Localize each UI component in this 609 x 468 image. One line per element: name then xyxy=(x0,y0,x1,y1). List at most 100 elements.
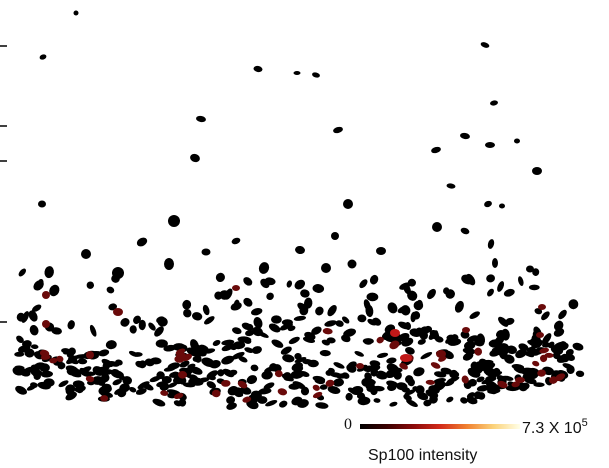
colorbar-min-label: 0 xyxy=(344,416,352,433)
nucleus xyxy=(33,280,44,291)
nucleus xyxy=(111,369,120,375)
nucleus xyxy=(488,339,502,348)
nucleus xyxy=(445,289,455,299)
nucleus xyxy=(74,385,86,393)
nucleus xyxy=(211,389,221,398)
nucleus xyxy=(51,327,62,335)
nucleus xyxy=(269,363,278,372)
nucleus xyxy=(159,382,170,391)
nucleus xyxy=(173,392,184,400)
nucleus xyxy=(542,333,552,345)
nucleus xyxy=(266,292,274,301)
nucleus xyxy=(549,376,558,384)
nucleus xyxy=(431,146,441,154)
nucleus xyxy=(312,72,320,78)
nucleus xyxy=(428,385,440,395)
nucleus xyxy=(386,357,397,364)
nucleus xyxy=(404,389,416,396)
nucleus xyxy=(167,382,178,388)
nucleus xyxy=(496,347,509,356)
nucleus xyxy=(208,374,216,381)
nucleus xyxy=(405,347,415,355)
nucleus xyxy=(429,329,439,338)
nucleus xyxy=(271,315,282,324)
nucleus xyxy=(129,325,137,334)
nucleus xyxy=(329,372,342,378)
nucleus xyxy=(282,354,295,363)
nucleus xyxy=(40,354,51,360)
nucleus xyxy=(529,338,541,348)
nucleus xyxy=(539,354,548,363)
colorbar: 0 7.3 X 105 Sp100 intensity xyxy=(344,416,588,464)
nucleus xyxy=(14,351,25,357)
nucleus xyxy=(476,376,485,383)
nucleus xyxy=(288,336,300,345)
nucleus xyxy=(327,386,341,394)
nucleus xyxy=(460,397,468,404)
colorbar-gradient xyxy=(360,424,520,429)
nucleus xyxy=(366,292,379,302)
nucleus xyxy=(244,347,254,353)
nucleus xyxy=(251,346,262,354)
nucleus xyxy=(321,339,330,346)
nucleus xyxy=(363,339,373,345)
nucleus xyxy=(466,335,479,343)
nucleus xyxy=(30,344,39,350)
nucleus xyxy=(430,362,441,369)
nucleus xyxy=(114,388,124,395)
nucleus xyxy=(539,347,550,354)
nucleus xyxy=(231,351,245,360)
nucleus xyxy=(15,385,28,395)
nucleus xyxy=(182,299,192,310)
nucleus xyxy=(86,281,95,289)
nucleus xyxy=(392,367,403,373)
nucleus xyxy=(133,315,141,324)
nucleus xyxy=(341,372,350,379)
nucleus xyxy=(268,323,281,333)
nucleus xyxy=(250,364,259,372)
nucleus xyxy=(325,379,335,387)
nucleus xyxy=(559,341,567,348)
nucleus xyxy=(347,259,357,269)
nucleus xyxy=(17,345,28,353)
nucleus xyxy=(485,142,495,148)
nucleus xyxy=(387,302,398,314)
nucleus xyxy=(415,385,425,395)
nucleus xyxy=(246,323,254,331)
nucleus xyxy=(73,10,79,16)
nucleus xyxy=(148,322,156,331)
nucleus xyxy=(468,371,479,378)
nucleus xyxy=(327,304,337,317)
nucleus xyxy=(58,380,69,388)
nucleus xyxy=(302,336,316,343)
nucleus xyxy=(188,374,199,382)
nucleus xyxy=(221,344,234,352)
nucleus xyxy=(221,355,235,365)
nucleus xyxy=(238,356,248,363)
nucleus xyxy=(66,367,79,375)
nucleus xyxy=(482,362,496,372)
nucleus xyxy=(68,347,76,356)
nucleus xyxy=(373,398,381,403)
nucleus xyxy=(202,304,210,316)
nucleus xyxy=(237,380,248,389)
nucleus xyxy=(78,366,92,375)
nucleus xyxy=(319,384,328,390)
nucleus xyxy=(217,369,225,377)
nucleus xyxy=(18,268,27,277)
nucleus xyxy=(575,370,585,378)
nucleus xyxy=(149,375,162,383)
nucleus xyxy=(519,382,530,391)
nucleus xyxy=(245,329,255,337)
nucleus xyxy=(280,346,292,355)
nucleus xyxy=(85,375,95,383)
nucleus xyxy=(265,400,278,407)
nucleus xyxy=(293,315,307,321)
nucleus xyxy=(307,361,317,367)
nucleus xyxy=(108,303,118,311)
nucleus xyxy=(357,393,366,399)
nucleus xyxy=(65,391,77,401)
nucleus xyxy=(376,336,384,344)
nucleus xyxy=(474,347,483,356)
nucleus xyxy=(484,200,492,208)
